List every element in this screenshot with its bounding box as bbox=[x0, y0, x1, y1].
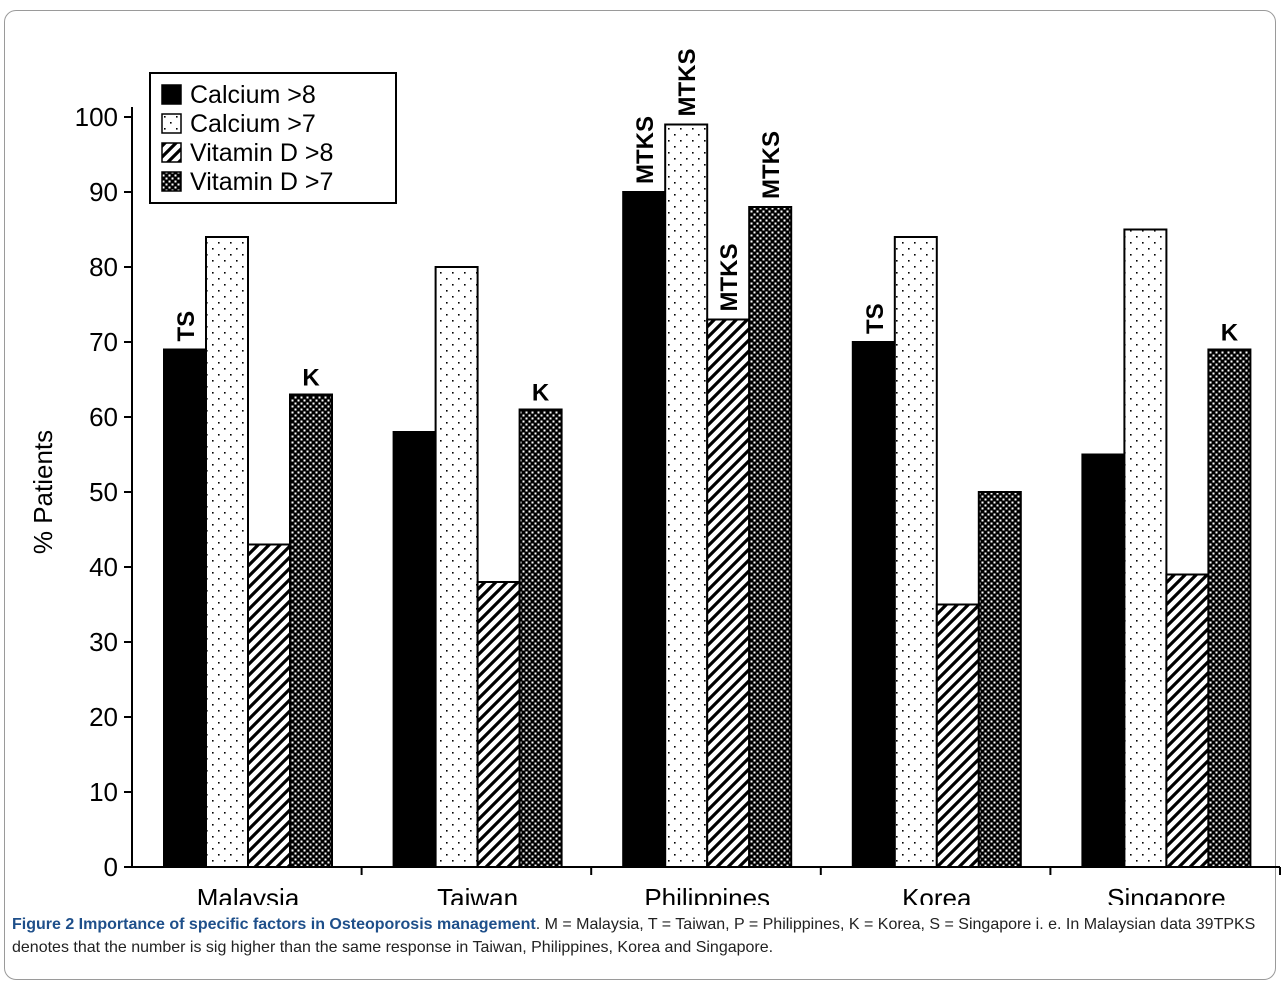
bar-malaysia-vitamin-d-8 bbox=[247, 543, 291, 868]
bar-philippines-calcium-7 bbox=[664, 123, 709, 868]
bar-singapore-calcium-7 bbox=[1123, 228, 1168, 868]
bar-korea-calcium-7 bbox=[893, 236, 938, 868]
bar-taiwan-calcium-7 bbox=[434, 266, 479, 868]
legend-label-3: Vitamin D >7 bbox=[190, 168, 333, 196]
bar-taiwan-calcium-8 bbox=[392, 431, 437, 868]
legend-box bbox=[149, 72, 397, 204]
legend-swatch-0 bbox=[161, 84, 182, 105]
figure-caption: Figure 2 Importance of specific factors … bbox=[12, 913, 1274, 959]
caption-title: Figure 2 Importance of specific factors … bbox=[12, 916, 536, 933]
x-tick-label-singapore: Singapore bbox=[1107, 883, 1226, 905]
bars bbox=[163, 123, 1252, 868]
bar-chart: 0 10 20 30 40 50 60 70 80 90 100 % Patients Malaysia… bbox=[28, 49, 1281, 905]
y-tick-label-80: 80 bbox=[89, 252, 118, 282]
bar-singapore-vitamin-d-7 bbox=[1207, 348, 1252, 868]
annotation-taiwan-3: K bbox=[532, 380, 550, 407]
y-tick-label-30: 30 bbox=[89, 627, 118, 657]
legend-label-2: Vitamin D >8 bbox=[190, 139, 333, 167]
bar-korea-calcium-8 bbox=[851, 341, 896, 868]
bar-singapore-calcium-8 bbox=[1081, 453, 1126, 868]
y-tick-label-60: 60 bbox=[89, 402, 118, 432]
legend-swatch-1 bbox=[161, 113, 182, 134]
bar-malaysia-calcium-7 bbox=[205, 236, 249, 868]
bar-philippines-calcium-8 bbox=[622, 191, 667, 868]
y-tick-label-50: 50 bbox=[89, 477, 118, 507]
annotation-philippines-0: MTKS bbox=[632, 116, 659, 184]
bar-philippines-vitamin-d-8 bbox=[706, 318, 751, 868]
annotation-korea-0: TS bbox=[862, 303, 889, 334]
bar-singapore-vitamin-d-8 bbox=[1165, 573, 1210, 868]
x-tick-label-korea: Korea bbox=[902, 883, 972, 905]
annotation-philippines-3: MTKS bbox=[758, 131, 785, 199]
y-tick-label-70: 70 bbox=[89, 327, 118, 357]
y-tick-label-100: 100 bbox=[75, 102, 118, 132]
legend-label-1: Calcium >7 bbox=[190, 110, 316, 138]
annotation-malaysia-0: TS bbox=[173, 311, 200, 342]
bar-malaysia-calcium-8 bbox=[163, 348, 207, 868]
x-tick-label-taiwan: Taiwan bbox=[437, 883, 518, 905]
bar-korea-vitamin-d-7 bbox=[977, 491, 1022, 868]
y-tick-label-10: 10 bbox=[89, 777, 118, 807]
bar-taiwan-vitamin-d-8 bbox=[476, 581, 521, 868]
y-tick-label-40: 40 bbox=[89, 552, 118, 582]
legend-label-0: Calcium >8 bbox=[190, 81, 316, 109]
bar-malaysia-vitamin-d-7 bbox=[289, 393, 333, 868]
annotation-singapore-3: K bbox=[1221, 320, 1239, 347]
bar-taiwan-vitamin-d-7 bbox=[518, 408, 563, 868]
bar-annotations: TS K K MTKS MTKS MTKS MTKS TS K bbox=[173, 49, 1239, 407]
y-axis-label: % Patients bbox=[28, 430, 58, 554]
bar-korea-vitamin-d-8 bbox=[935, 603, 980, 868]
y-tick-label-90: 90 bbox=[89, 177, 118, 207]
caption-body: . M = Malaysia, T = Taiwan, P = Philippi… bbox=[12, 916, 1256, 956]
y-tick-label-20: 20 bbox=[89, 702, 118, 732]
legend-swatch-2 bbox=[161, 142, 182, 163]
x-tick-label-philippines: Philippines bbox=[644, 883, 770, 905]
legend-swatch-3 bbox=[161, 171, 182, 192]
annotation-philippines-1: MTKS bbox=[674, 49, 701, 117]
annotation-philippines-2: MTKS bbox=[716, 244, 743, 312]
bar-philippines-vitamin-d-7 bbox=[748, 206, 793, 868]
annotation-malaysia-3: K bbox=[302, 365, 320, 392]
y-tick-label-0: 0 bbox=[104, 852, 118, 882]
x-tick-label-malaysia: Malaysia bbox=[197, 883, 300, 905]
